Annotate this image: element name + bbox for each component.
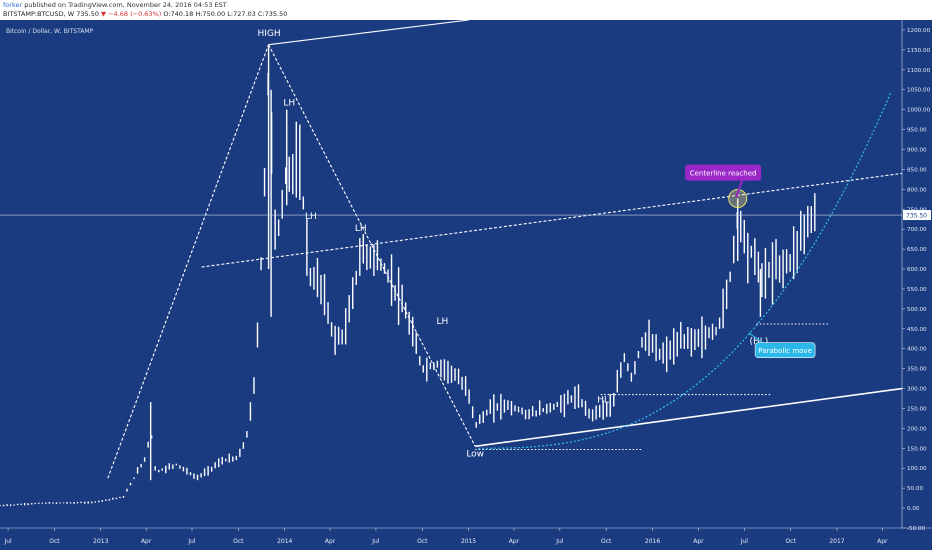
- publish-header: forker published on TradingView.com, Nov…: [0, 0, 932, 20]
- upper-channel-line: [268, 20, 469, 46]
- x-tick-label: Jul: [371, 538, 380, 545]
- parabolic-callout: [754, 342, 816, 358]
- x-tick-label: Jul: [740, 538, 749, 545]
- published-line: forker published on TradingView.com, Nov…: [3, 1, 227, 9]
- x-tick-label: 2015: [461, 538, 476, 545]
- structure-label: LH: [355, 224, 367, 234]
- structure-label: LH: [437, 317, 449, 327]
- price-chart[interactable]: 1200.00 1150.00 1100.00 1050.00 1000.00 950.0…: [0, 20, 932, 550]
- y-tick-label: 150.00: [907, 446, 927, 452]
- centerline-callout-text: Centerline reached: [690, 170, 757, 178]
- x-tick-label: 2013: [93, 538, 108, 545]
- x-tick-label: 2017: [829, 538, 844, 545]
- y-tick-label: 550.00: [907, 287, 927, 293]
- centerline-dashed: [201, 172, 903, 268]
- trend-dashed-down: [268, 44, 476, 447]
- x-tick-label: Apr: [693, 538, 704, 545]
- y-tick-label: 700.00: [907, 227, 927, 233]
- centerline-callout: [685, 164, 762, 181]
- chart-background: [0, 20, 932, 550]
- y-tick-label: 250.00: [907, 406, 927, 412]
- y-tick-label: 400.00: [907, 347, 927, 353]
- y-tick-label: 450.00: [907, 327, 927, 333]
- pair-title: Bitcoin / Dollar, W, BITSTAMP: [6, 28, 94, 35]
- x-tick-label: 2014: [277, 538, 292, 545]
- lower-channel-line: [475, 387, 903, 448]
- x-tick-label: Oct: [785, 538, 796, 545]
- author-link[interactable]: forker: [3, 1, 23, 9]
- structure-label: LH: [283, 99, 295, 109]
- high-value: H:750.00: [195, 10, 226, 18]
- y-tick-label: 950.00: [907, 128, 927, 134]
- structure-label: (HL): [749, 337, 768, 347]
- y-tick-label: 300.00: [907, 387, 927, 393]
- low-value: L:727.03: [227, 10, 256, 18]
- structure-label: HIGH: [258, 29, 281, 39]
- parabolic-callout-text: Parabolic move: [758, 347, 812, 355]
- centerline-touch-marker: [728, 188, 748, 208]
- y-tick-label: 350.00: [907, 367, 927, 373]
- ohlc-line: BITSTAMP:BTCUSD, W 735.50 ▼ −4.68 (−0.63…: [3, 10, 287, 18]
- open-value: O:740.18: [163, 10, 194, 18]
- parabolic-curve: [478, 91, 892, 449]
- x-tick-label: Apr: [325, 538, 336, 545]
- published-text: published on TradingView.com, November 2…: [24, 1, 227, 9]
- y-tick-label: 1000.00: [907, 108, 931, 114]
- close-value: C:735.50: [257, 10, 288, 18]
- y-tick-label: 650.00: [907, 247, 927, 253]
- symbol-label: BITSTAMP:BTCUSD, W: [3, 10, 75, 18]
- y-tick-label: 600.00: [907, 267, 927, 273]
- y-tick-label: 1100.00: [907, 68, 931, 74]
- x-tick-label: 2016: [645, 538, 660, 545]
- y-tick-label: 500.00: [907, 307, 927, 313]
- y-tick-label: 200.00: [907, 426, 927, 432]
- y-tick-label: 900.00: [907, 147, 927, 153]
- x-tick-label: Apr: [509, 538, 520, 545]
- y-tick-label: 50.00: [907, 486, 923, 492]
- x-tick-label: Jul: [187, 538, 196, 545]
- y-tick-label: 1050.00: [907, 88, 931, 94]
- x-tick-label: Apr: [141, 538, 152, 545]
- x-tick-label: Jul: [3, 538, 12, 545]
- y-tick-label: 1150.00: [907, 48, 931, 54]
- x-tick-label: Oct: [601, 538, 612, 545]
- y-tick-label: 1200.00: [907, 28, 931, 34]
- price-scale: [902, 20, 932, 550]
- centerline-callout-pointer: [735, 177, 745, 198]
- y-tick-label: 850.00: [907, 167, 927, 173]
- change-value: ▼ −4.68 (−0.63%): [101, 10, 162, 18]
- structure-label: LH: [305, 212, 317, 222]
- x-tick-label: Apr: [877, 538, 888, 545]
- last-price: 735.50: [76, 10, 99, 18]
- chart-panel[interactable]: 1200.00 1150.00 1100.00 1050.00 1000.00 950.0…: [0, 20, 932, 550]
- current-price-label: 735.50: [906, 213, 927, 220]
- trend-dashed-up: [107, 44, 270, 479]
- y-tick-label: 100.00: [907, 466, 927, 472]
- x-tick-label: Oct: [233, 538, 244, 545]
- structure-label: HL: [597, 395, 609, 405]
- x-tick-label: Oct: [417, 538, 428, 545]
- x-tick-label: Jul: [555, 538, 564, 545]
- y-tick-label: 0.00: [907, 506, 920, 512]
- y-tick-label: 800.00: [907, 187, 927, 193]
- structure-label: Low: [466, 449, 484, 459]
- x-tick-label: Oct: [49, 538, 60, 545]
- current-price-tag: [903, 210, 931, 221]
- y-tick-label: -50.00: [907, 526, 925, 532]
